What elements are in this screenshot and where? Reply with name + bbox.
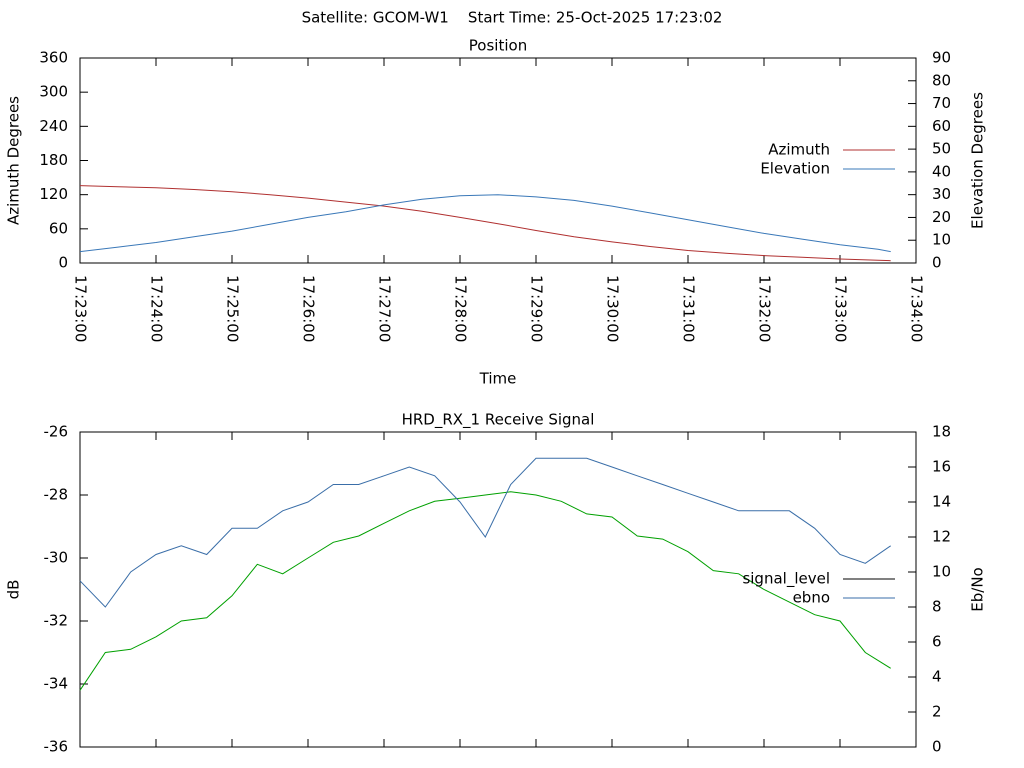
x-tick-label: 17:33:00: [832, 275, 850, 342]
series-line: [79, 194, 891, 253]
y2-tick-label: 50: [932, 140, 951, 158]
y-tick-label: -36: [44, 738, 69, 756]
y2-tick-label: 4: [932, 668, 942, 686]
y-axis-label: Azimuth Degrees: [5, 96, 23, 225]
x-tick-label: 17:26:00: [300, 275, 318, 342]
y2-tick-label: 80: [932, 71, 951, 89]
y-tick-label: 360: [39, 49, 68, 67]
y2-tick-label: 14: [932, 493, 951, 511]
y-tick-label: -28: [44, 486, 69, 504]
y-axis-label: dB: [5, 580, 23, 600]
y-tick-label: 180: [39, 151, 68, 169]
plot-frame: [79, 431, 917, 748]
y2-tick-label: 0: [932, 738, 942, 756]
x-tick-label: 17:25:00: [224, 275, 242, 342]
chart-title: HRD_RX_1 Receive Signal: [402, 411, 595, 430]
y-tick-label: 240: [39, 117, 68, 135]
y2-tick-label: 18: [932, 423, 951, 441]
x-tick-label: 17:34:00: [908, 275, 926, 342]
series-line: [79, 457, 891, 608]
y-tick-label: -30: [44, 549, 69, 567]
y2-tick-label: 30: [932, 185, 951, 203]
header-title: Satellite: GCOM-W1 Start Time: 25-Oct-20…: [302, 9, 723, 27]
y2-tick-label: 6: [932, 633, 942, 651]
y-tick-label: 0: [58, 254, 68, 272]
y-tick-label: -26: [44, 423, 69, 441]
y2-tick-label: 90: [932, 49, 951, 67]
y-tick-label: 60: [49, 219, 68, 237]
y-tick-label: -32: [44, 612, 69, 630]
legend-label: Elevation: [760, 160, 830, 178]
x-axis-label: Time: [479, 370, 517, 388]
y2-tick-label: 60: [932, 117, 951, 135]
x-tick-label: 17:27:00: [376, 275, 394, 342]
y2-tick-label: 20: [932, 208, 951, 226]
series-line: [79, 491, 891, 691]
y2-tick-label: 8: [932, 598, 942, 616]
y2-axis-label: Elevation Degrees: [969, 92, 987, 229]
legend-label: ebno: [793, 589, 830, 607]
y2-tick-label: 2: [932, 703, 942, 721]
x-tick-label: 17:28:00: [452, 275, 470, 342]
x-tick-label: 17:29:00: [528, 275, 546, 342]
chart-title: Position: [469, 37, 527, 55]
legend-label: signal_level: [742, 570, 830, 589]
y2-tick-label: 10: [932, 563, 951, 581]
x-tick-label: 17:23:00: [72, 275, 90, 342]
y-tick-label: -34: [44, 675, 69, 693]
y-tick-label: 120: [39, 185, 68, 203]
y2-tick-label: 16: [932, 458, 951, 476]
series-line: [79, 185, 891, 262]
y2-tick-label: 10: [932, 231, 951, 249]
y2-tick-label: 70: [932, 94, 951, 112]
x-tick-label: 17:30:00: [604, 275, 622, 342]
y2-axis-label: Eb/No: [969, 567, 987, 611]
y2-tick-label: 40: [932, 162, 951, 180]
y-tick-label: 300: [39, 83, 68, 101]
x-tick-label: 17:31:00: [680, 275, 698, 342]
y2-tick-label: 0: [932, 254, 942, 272]
legend-label: Azimuth: [768, 141, 830, 159]
x-tick-label: 17:32:00: [756, 275, 774, 342]
y2-tick-label: 12: [932, 528, 951, 546]
x-tick-label: 17:24:00: [148, 275, 166, 342]
